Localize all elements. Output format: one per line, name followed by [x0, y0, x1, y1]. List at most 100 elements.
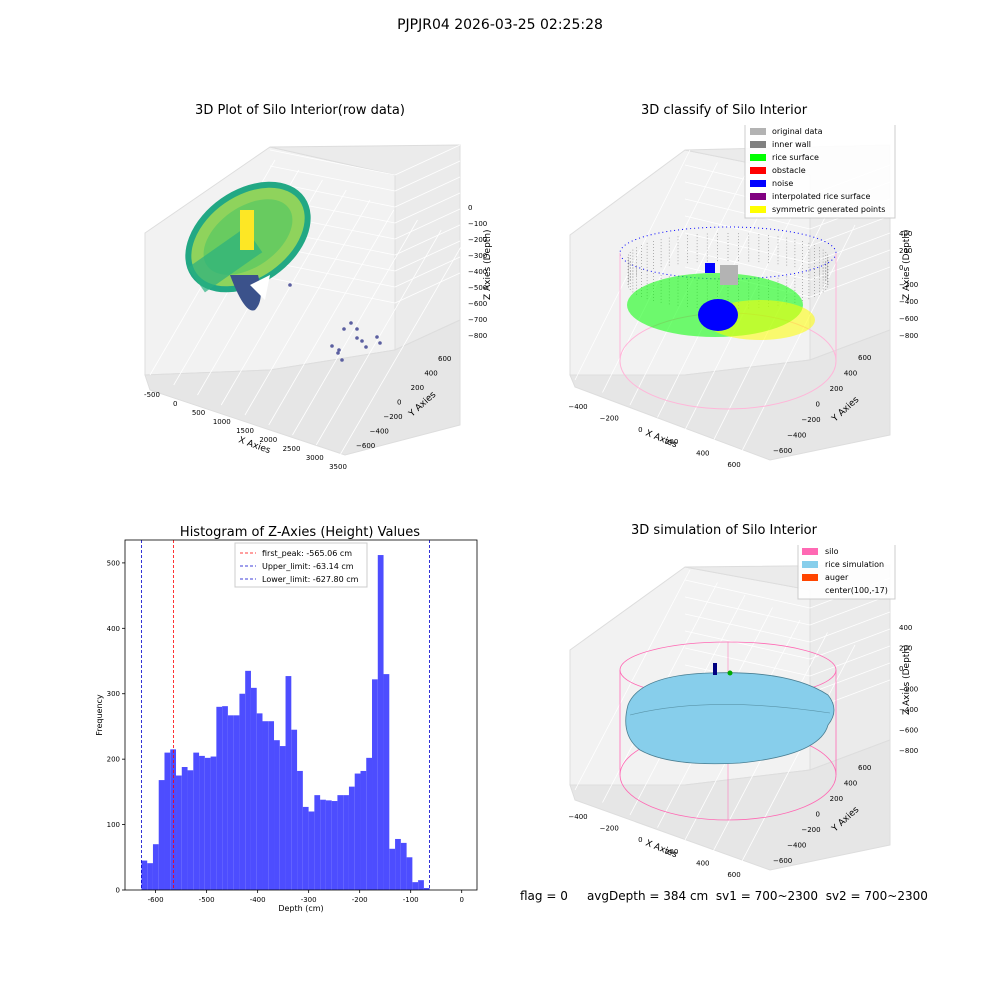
grid-line — [684, 630, 811, 660]
legend-label: first_peak: -565.06 cm — [262, 549, 352, 558]
x-axis-label: Depth (cm) — [278, 904, 323, 913]
z-tick-label: 200 — [899, 247, 912, 255]
outlier-point — [355, 336, 359, 340]
rice-simulation-surface — [625, 672, 835, 765]
grid-line — [394, 192, 461, 224]
x-tick-label: −200 — [600, 415, 619, 423]
z-tick-label: −500 — [468, 284, 487, 292]
histogram-bar — [325, 800, 332, 890]
outlier-point — [337, 348, 341, 352]
grid-line — [684, 249, 811, 281]
legend-swatch — [750, 180, 766, 187]
grid-line — [394, 272, 461, 304]
x-tick-label: -100 — [403, 896, 419, 904]
histogram-bar — [348, 786, 355, 890]
grid-line — [269, 261, 396, 288]
y-tick-label: 0 — [816, 811, 820, 819]
x-tick-label: 3000 — [306, 454, 324, 462]
histogram-bar — [250, 687, 257, 890]
histogram-bar — [406, 857, 413, 890]
outlier-point — [330, 344, 334, 348]
histogram-bar — [170, 749, 177, 890]
x-tick-label: 400 — [696, 449, 709, 457]
x-tick-label: 200 — [665, 438, 678, 446]
legend-swatch — [802, 574, 818, 581]
y-tick-label: −600 — [773, 857, 792, 865]
grid-line — [809, 662, 891, 694]
y-tick-label: −400 — [787, 842, 806, 850]
status-line: flag = 0 avgDepth = 384 cm sv1 = 700~230… — [520, 889, 928, 903]
grid-line — [684, 647, 811, 677]
x-tick-label: 1500 — [236, 427, 254, 435]
sv1-text: sv1 = 700~2300 — [715, 889, 819, 903]
simulation-plot-title: 3D simulation of Silo Interior — [631, 523, 817, 538]
y-tick-label: 600 — [858, 354, 871, 362]
z-tick-label: −200 — [899, 281, 918, 289]
x-tick-label: 0 — [459, 896, 463, 904]
histogram-bar — [372, 679, 378, 890]
histogram-bar — [147, 863, 153, 890]
histogram-bar — [354, 773, 361, 890]
histogram-bar — [366, 757, 373, 890]
grid-line — [292, 219, 418, 436]
z-tick-label: 400 — [899, 230, 912, 238]
histogram-bar — [343, 795, 349, 890]
legend-label: inner wall — [772, 140, 811, 149]
legend-swatch — [750, 141, 766, 148]
histogram-bar — [285, 676, 292, 890]
legend-label: center(100,-17) — [825, 586, 888, 595]
simulation-legend: silo rice simulation auger center(100,-17) — [797, 545, 896, 600]
outlier-points — [288, 283, 382, 362]
grid-line — [268, 209, 395, 426]
sv2-text: sv2 = 700~2300 — [825, 889, 928, 903]
z-tick-label: −400 — [899, 706, 918, 714]
outlier-point — [288, 283, 292, 287]
plot-frame — [124, 539, 478, 891]
outlier-point — [340, 358, 344, 362]
z-tick-label: −600 — [899, 727, 918, 735]
legend-label: auger — [825, 573, 849, 582]
axis-ticks: -500050010001500200025003000350060040020… — [144, 204, 487, 471]
z-tick-label: −700 — [468, 316, 487, 324]
histogram-bar — [291, 729, 298, 890]
grid-line — [269, 149, 396, 176]
grid-line — [684, 579, 811, 609]
z-tick-label: 0 — [899, 665, 903, 673]
grid-line — [684, 613, 811, 643]
y-tick-label: 200 — [411, 384, 424, 392]
y-tick-label: 0 — [397, 399, 401, 407]
y-tick-label: −200 — [801, 416, 820, 424]
grid-line — [394, 240, 461, 272]
y-tick-label: 0 — [816, 401, 820, 409]
z-tick-label: −100 — [468, 220, 487, 228]
y-tick-label: 200 — [107, 756, 120, 764]
x-tick-label: −400 — [568, 813, 587, 821]
outlier-point — [360, 339, 364, 343]
legend-swatch — [750, 193, 766, 200]
axis-ticks: −400−20002004006006004002000−200−400−600… — [568, 230, 918, 469]
grid-line — [269, 277, 396, 304]
z-tick-label: −400 — [468, 268, 487, 276]
grid-line — [809, 249, 891, 281]
x-tick-label: -300 — [301, 896, 317, 904]
histogram-bar — [256, 713, 263, 890]
grid-line — [684, 232, 811, 264]
grid-line — [394, 224, 461, 256]
x-tick-label: -400 — [250, 896, 266, 904]
x-tick-label: −400 — [568, 403, 587, 411]
axis-ticks: −400−20002004006006004002000−200−400−600… — [568, 624, 918, 879]
rice-classified — [627, 263, 815, 340]
grid-line — [339, 239, 466, 456]
legend-box — [234, 542, 368, 588]
rice-surface-cloud — [185, 181, 311, 311]
z-axis-label: Z Axies (Depth) — [483, 229, 493, 300]
histogram-bar — [233, 715, 240, 890]
histogram-bar — [395, 838, 401, 890]
histogram-bar — [331, 801, 338, 890]
histogram-bar — [262, 721, 269, 890]
legend-swatch — [802, 561, 818, 568]
legend-label: original data — [772, 127, 823, 136]
histogram-bar — [274, 740, 280, 890]
z-tick-label: −800 — [899, 332, 918, 340]
histogram-bar — [216, 706, 223, 890]
